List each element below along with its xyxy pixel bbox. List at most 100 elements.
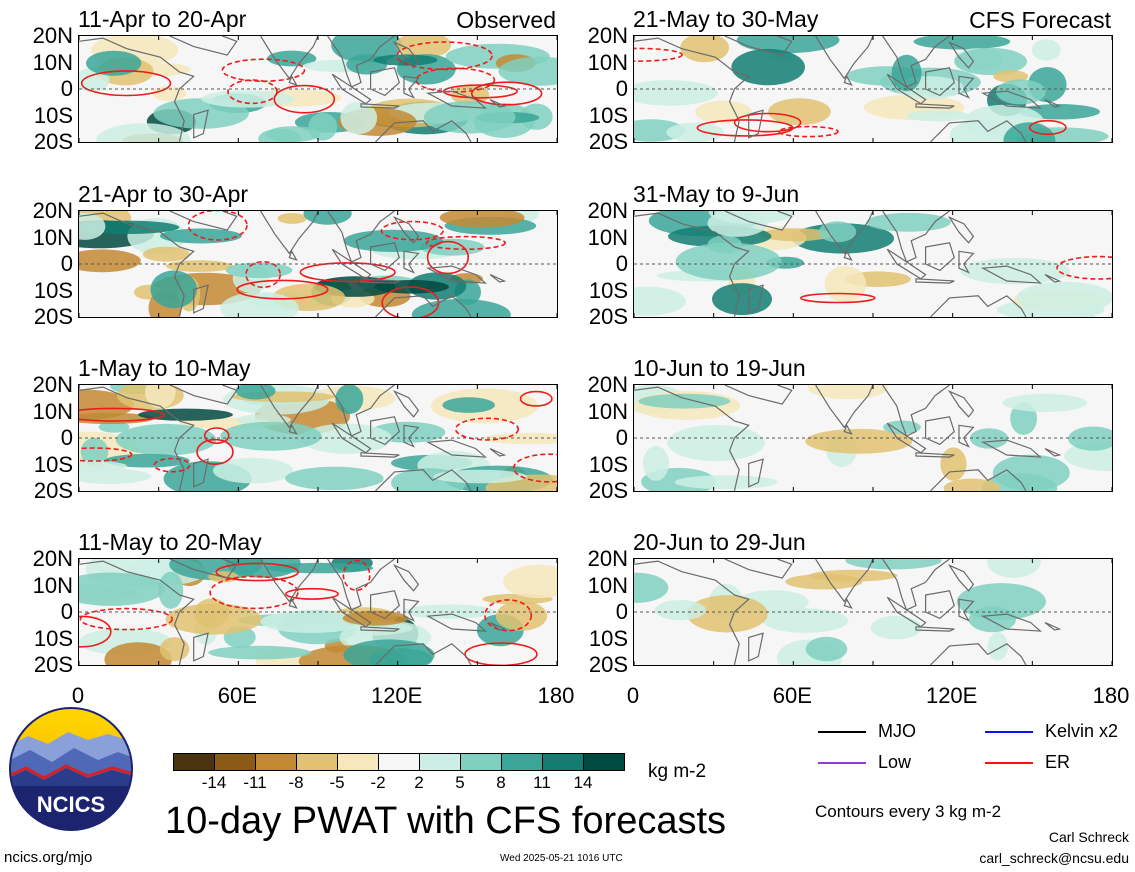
map-panel [78,35,558,143]
pwat-anomaly-region [731,48,805,86]
coastline [489,622,507,631]
coastline [327,36,395,88]
coastline [79,37,195,142]
author-email[interactable]: carl_schreck@ncsu.edu [979,850,1129,866]
coastline [79,212,195,317]
pwat-anomaly-region [906,110,970,122]
pwat-anomaly-region [495,601,548,631]
coastline [882,36,950,88]
y-tick-label: 20N [32,23,73,48]
colorbar-swatch [583,753,625,771]
er-contour [196,438,234,466]
pwat-anomaly-region [943,478,1001,491]
pwat-anomaly-region [142,246,190,262]
pwat-anomaly-region [266,562,374,574]
pwat-field [634,211,1112,317]
coastline [1044,448,1062,457]
pwat-anomaly-region [736,36,840,54]
coastline [980,265,1043,284]
pwat-anomaly-region [809,569,898,582]
pwat-anomaly-region [165,603,263,635]
pwat-anomaly-region [267,50,317,67]
pwat-anomaly-region [86,50,142,76]
pwat-anomaly-region [956,583,1046,620]
pwat-anomaly-region [824,265,867,303]
coastline [425,439,488,458]
coastline [169,559,238,579]
y-tick-label: 10S [588,451,628,477]
pwat-anomaly-region [165,260,234,272]
legend-line-swatch [818,762,866,764]
site-url[interactable]: ncics.org/mjo [4,849,93,866]
pwat-anomaly-region [643,445,669,481]
pwat-anomaly-region [145,385,176,409]
pwat-anomaly-region [503,564,557,599]
coastline [260,385,319,429]
y-tick-label: 20N [587,198,628,223]
colorbar-label: -11 [243,773,267,792]
pwat-anomaly-region [992,454,1070,491]
pwat-anomaly-region [335,385,364,414]
y-tick-label: 10S [588,625,628,651]
coastline [288,597,298,609]
y-tick-label: 20N [587,372,628,397]
coastline [634,560,750,665]
coastline [425,613,488,632]
coastline [360,103,400,109]
pwat-anomaly-region [996,79,1046,105]
coastline [882,385,950,437]
y-tick-label: 20S [33,129,73,154]
coastline [374,120,472,142]
coastline [392,564,420,592]
pwat-anomaly-region [285,466,384,491]
pwat-anomaly-region [201,90,294,108]
er-contour [512,453,557,483]
er-contour [471,81,543,106]
colorbar-label: -5 [329,773,345,792]
pwat-anomaly-region [986,559,1041,578]
coastline [947,41,975,69]
pwat-anomaly-region [96,123,191,142]
panel-title: 20-Jun to 29-Jun [633,529,806,555]
y-tick-label: 0 [60,425,73,450]
panel-title: 11-Apr to 20-Apr [78,6,247,32]
coastline [915,278,955,284]
y-tick-label: 20S [588,304,628,329]
er-contour [245,260,282,289]
er-contour [1028,119,1067,136]
colorbar-swatch [173,753,215,771]
x-tick-label: 60E [217,683,257,708]
pwat-anomaly-region [159,637,190,662]
pwat-anomaly-region [439,211,525,228]
pwat-anomaly-region [79,249,141,273]
coastline [843,249,853,261]
colorbar-swatch [419,753,461,771]
pwat-field [79,211,557,317]
y-tick-label: 10S [33,451,73,477]
coastline [327,559,395,611]
coastline [947,216,975,244]
coastline [489,274,507,283]
pwat-anomaly-region [80,437,109,466]
coastline [815,559,874,603]
colorbar-label: -2 [370,773,386,792]
coastline [925,242,955,272]
coastline [724,385,793,405]
contour-note: Contours every 3 kg m-2 [815,802,1002,821]
pwat-anomaly-region [954,47,1027,76]
pwat-anomaly-region [1016,281,1112,314]
coastline [392,390,420,418]
colorbar-swatch [501,753,543,771]
er-contour [79,447,133,462]
y-tick-label: 10S [33,625,73,651]
map-panel [633,558,1113,666]
colorbar-swatch [378,753,420,771]
coastline [724,559,793,579]
coastline [169,36,238,56]
pwat-anomaly-region [759,228,833,242]
er-contour [285,587,339,600]
coastline [915,103,955,109]
pwat-anomaly-region [79,572,165,606]
x-tick-label: 60E [772,683,812,708]
legend-line-swatch [818,731,866,733]
